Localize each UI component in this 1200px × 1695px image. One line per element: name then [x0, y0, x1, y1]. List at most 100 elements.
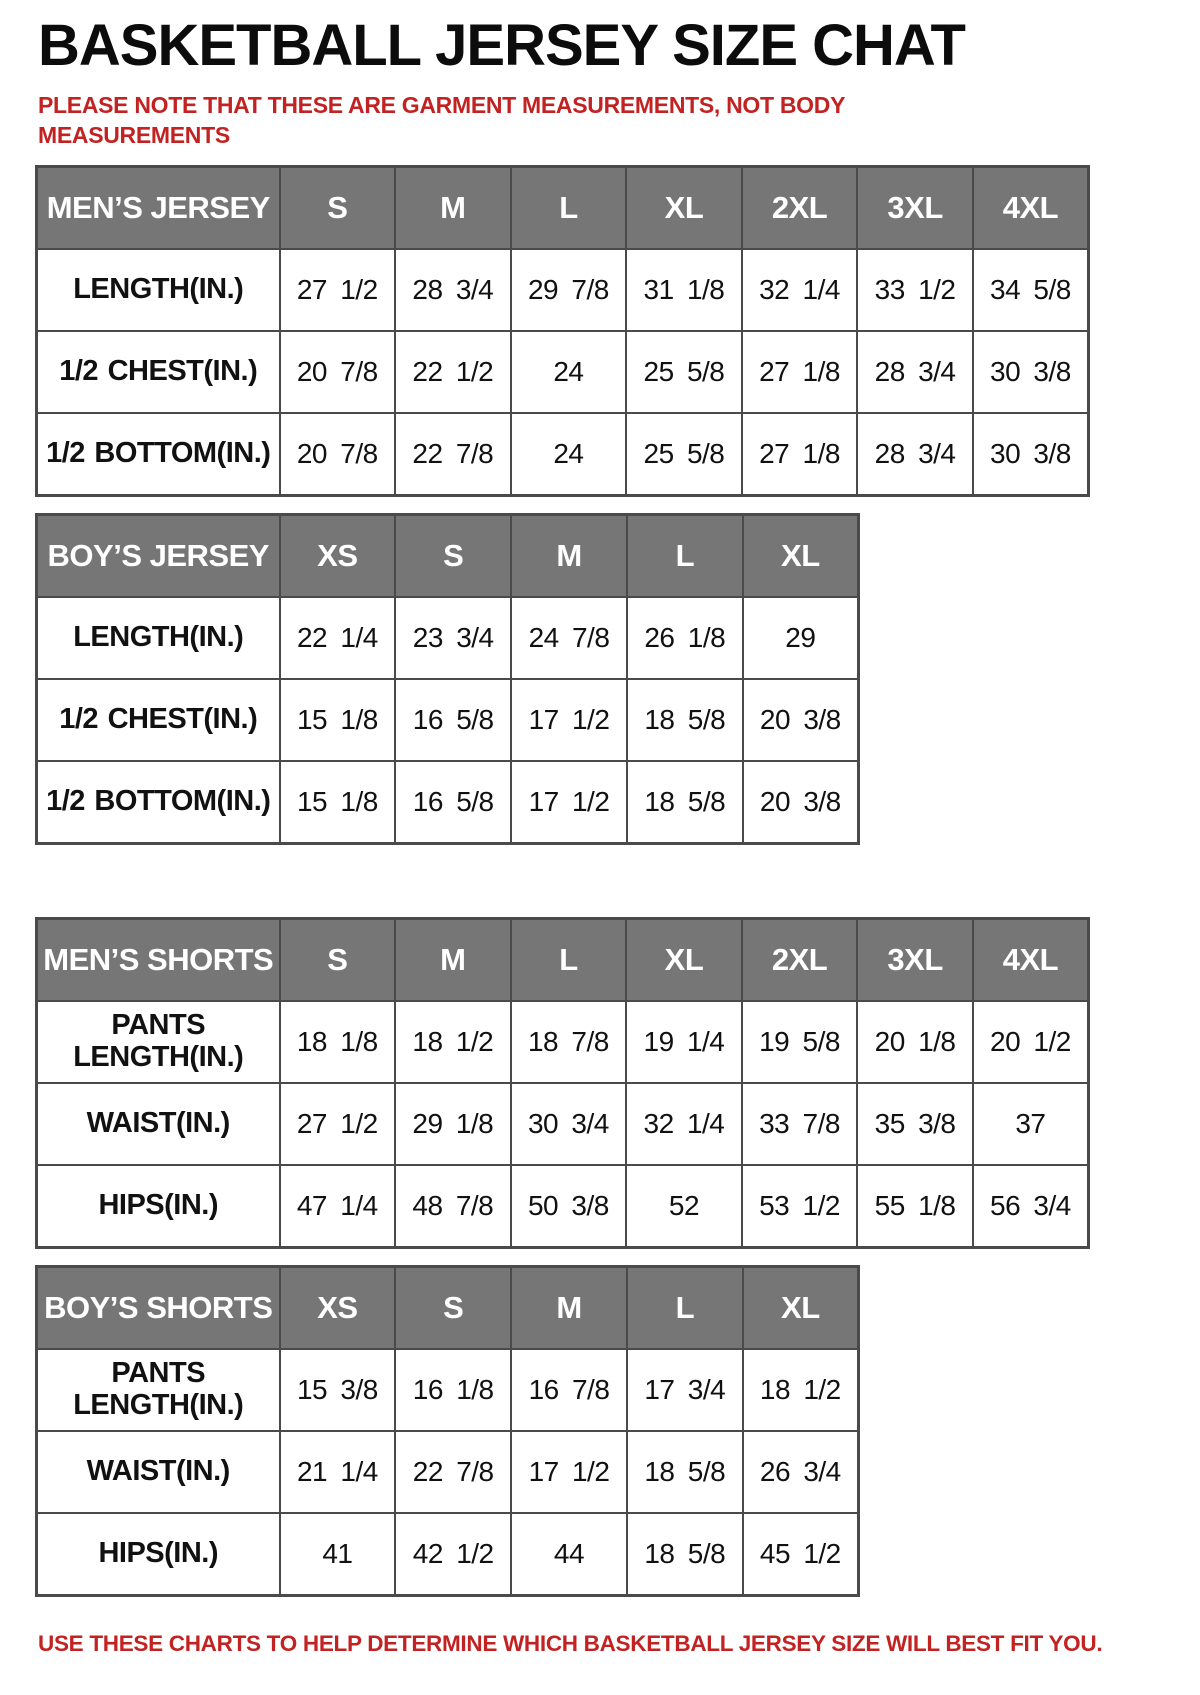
size-header-cell: M	[394, 917, 512, 1002]
size-header-cell: S	[278, 165, 397, 250]
table-row: HIPS(IN.) 47 1/4 48 7/8 50 3/8 52 53 1/2 55 1/…	[35, 1163, 1090, 1249]
table-title-cell: BOY’S SHORTS	[35, 1265, 281, 1350]
row-label-cell: WAIST(IN.)	[35, 1429, 281, 1514]
measurement-value-cell: 22 7/8	[394, 411, 512, 497]
measurement-value-cell: 33 7/8	[740, 1081, 859, 1166]
measurement-value-cell: 18 5/8	[625, 677, 744, 762]
measurement-value-cell: 15 1/8	[278, 759, 397, 845]
table-row: 1/2 CHEST(IN.) 15 1/8 16 5/8 17 1/2 18 5/8 20…	[35, 677, 860, 762]
row-label-cell: 1/2 BOTTOM(IN.)	[35, 411, 281, 497]
table-title-cell: MEN’S SHORTS	[35, 917, 281, 1002]
header-row: MEN’S JERSEY S M L XL 2XL 3XL 4XL	[35, 165, 1090, 250]
measurement-value-cell: 20 3/8	[741, 677, 860, 762]
table-row: HIPS(IN.) 41 42 1/2 44 18 5/8 45 1/2	[35, 1511, 860, 1597]
size-header-cell: L	[509, 165, 628, 250]
measurement-value-cell: 27 1/8	[740, 329, 859, 414]
size-header-cell: S	[394, 513, 513, 598]
boys-jersey-size-table: BOY’S JERSEY XS S M L XL LENGTH(IN.) 22 1/4 23 3…	[35, 512, 1200, 845]
size-header-cell: 2XL	[740, 165, 859, 250]
mens-shorts-table: MEN’S SHORTS S M L XL 2XL 3XL 4XL PANTS LENGTH(I…	[35, 916, 1090, 1249]
page-title: BASKETBALL JERSEY SIZE CHAT	[38, 13, 966, 78]
size-header-cell: 3XL	[856, 165, 974, 250]
measurement-value-cell: 56 3/4	[971, 1163, 1090, 1249]
size-header-cell: S	[394, 1265, 513, 1350]
size-header-cell: XL	[625, 165, 743, 250]
row-label-cell: PANTS LENGTH(IN.)	[35, 999, 281, 1084]
row-label-cell: LENGTH(IN.)	[35, 595, 281, 680]
garment-measurement-note: PLEASE NOTE THAT THESE ARE GARMENT MEASU…	[38, 91, 845, 148]
measurement-value-cell: 32 1/4	[740, 247, 859, 332]
measurement-value-cell: 16 7/8	[510, 1347, 628, 1432]
measurement-value-cell: 33 1/2	[856, 247, 974, 332]
mens-jersey-size-table: MEN’S JERSEY S M L XL 2XL 3XL 4XL LENGTH(IN.) 27 …	[35, 164, 1200, 497]
measurement-value-cell: 29 1/8	[394, 1081, 512, 1166]
measurement-value-cell: 34 5/8	[971, 247, 1090, 332]
row-label-cell: WAIST(IN.)	[35, 1081, 281, 1166]
measurement-value-cell: 55 1/8	[856, 1163, 974, 1249]
table-row: WAIST(IN.) 21 1/4 22 7/8 17 1/2 18 5/8 26 3/4	[35, 1429, 860, 1514]
measurement-value-cell: 23 3/4	[394, 595, 513, 680]
table-row: 1/2 BOTTOM(IN.) 20 7/8 22 7/8 24 25 5/8 27 1/…	[35, 411, 1090, 497]
measurement-value-cell: 53 1/2	[740, 1163, 859, 1249]
measurement-value-cell: 22 1/2	[394, 329, 512, 414]
measurement-value-cell: 22 7/8	[394, 1429, 513, 1514]
measurement-value-cell: 17 1/2	[510, 759, 628, 845]
row-label-cell: 1/2 CHEST(IN.)	[35, 329, 281, 414]
measurement-value-cell: 28 3/4	[856, 329, 974, 414]
size-header-cell: 4XL	[971, 165, 1090, 250]
measurement-value-cell: 45 1/2	[741, 1511, 860, 1597]
measurement-value-cell: 27 1/2	[278, 1081, 397, 1166]
measurement-value-cell: 24 7/8	[510, 595, 628, 680]
measurement-value-cell: 20 3/8	[741, 759, 860, 845]
measurement-value-cell: 18 5/8	[625, 1429, 744, 1514]
row-label-cell: 1/2 CHEST(IN.)	[35, 677, 281, 762]
size-header-cell: M	[394, 165, 512, 250]
measurement-value-cell: 15 3/8	[278, 1347, 397, 1432]
measurement-value-cell: 42 1/2	[394, 1511, 513, 1597]
size-header-cell: L	[509, 917, 628, 1002]
size-header-cell: L	[625, 1265, 744, 1350]
measurement-value-cell: 26 3/4	[741, 1429, 860, 1514]
measurement-value-cell: 44	[510, 1511, 628, 1597]
measurement-value-cell: 48 7/8	[394, 1163, 512, 1249]
size-header-cell: 4XL	[971, 917, 1090, 1002]
table-title-cell: MEN’S JERSEY	[35, 165, 281, 250]
measurement-value-cell: 50 3/8	[509, 1163, 628, 1249]
header-row: BOY’S JERSEY XS S M L XL	[35, 513, 860, 598]
measurement-value-cell: 19 1/4	[625, 999, 743, 1084]
measurement-value-cell: 27 1/8	[740, 411, 859, 497]
table-row: WAIST(IN.) 27 1/2 29 1/8 30 3/4 32 1/4 33 7/8…	[35, 1081, 1090, 1166]
row-label-cell: HIPS(IN.)	[35, 1163, 281, 1249]
size-header-cell: M	[510, 513, 628, 598]
measurement-value-cell: 20 7/8	[278, 411, 397, 497]
measurement-value-cell: 41	[278, 1511, 397, 1597]
size-header-cell: XS	[278, 513, 397, 598]
measurement-value-cell: 30 3/8	[971, 411, 1090, 497]
table-row: LENGTH(IN.) 27 1/2 28 3/4 29 7/8 31 1/8 32 1/…	[35, 247, 1090, 332]
measurement-value-cell: 29	[741, 595, 860, 680]
measurement-value-cell: 19 5/8	[740, 999, 859, 1084]
boys-jersey-table: BOY’S JERSEY XS S M L XL LENGTH(IN.) 22 1/4 23 3…	[35, 512, 860, 845]
measurement-value-cell: 16 1/8	[394, 1347, 513, 1432]
size-header-cell: XS	[278, 1265, 397, 1350]
table-row: LENGTH(IN.) 22 1/4 23 3/4 24 7/8 26 1/8 29	[35, 595, 860, 680]
measurement-value-cell: 30 3/8	[971, 329, 1090, 414]
measurement-value-cell: 17 1/2	[510, 677, 628, 762]
measurement-value-cell: 15 1/8	[278, 677, 397, 762]
size-header-cell: XL	[625, 917, 743, 1002]
measurement-value-cell: 52	[625, 1163, 743, 1249]
measurement-value-cell: 24	[509, 329, 628, 414]
size-header-cell: XL	[741, 513, 860, 598]
row-label-cell: HIPS(IN.)	[35, 1511, 281, 1597]
measurement-value-cell: 26 1/8	[625, 595, 744, 680]
table-title-cell: BOY’S JERSEY	[35, 513, 281, 598]
measurement-value-cell: 35 3/8	[856, 1081, 974, 1166]
measurement-value-cell: 24	[509, 411, 628, 497]
measurement-value-cell: 47 1/4	[278, 1163, 397, 1249]
measurement-value-cell: 17 1/2	[510, 1429, 628, 1514]
measurement-value-cell: 21 1/4	[278, 1429, 397, 1514]
table-row: PANTS LENGTH(IN.) 18 1/8 18 1/2 18 7/8 19 1/…	[35, 999, 1090, 1084]
measurement-value-cell: 18 1/8	[278, 999, 397, 1084]
size-header-cell: 3XL	[856, 917, 974, 1002]
measurement-value-cell: 16 5/8	[394, 677, 513, 762]
